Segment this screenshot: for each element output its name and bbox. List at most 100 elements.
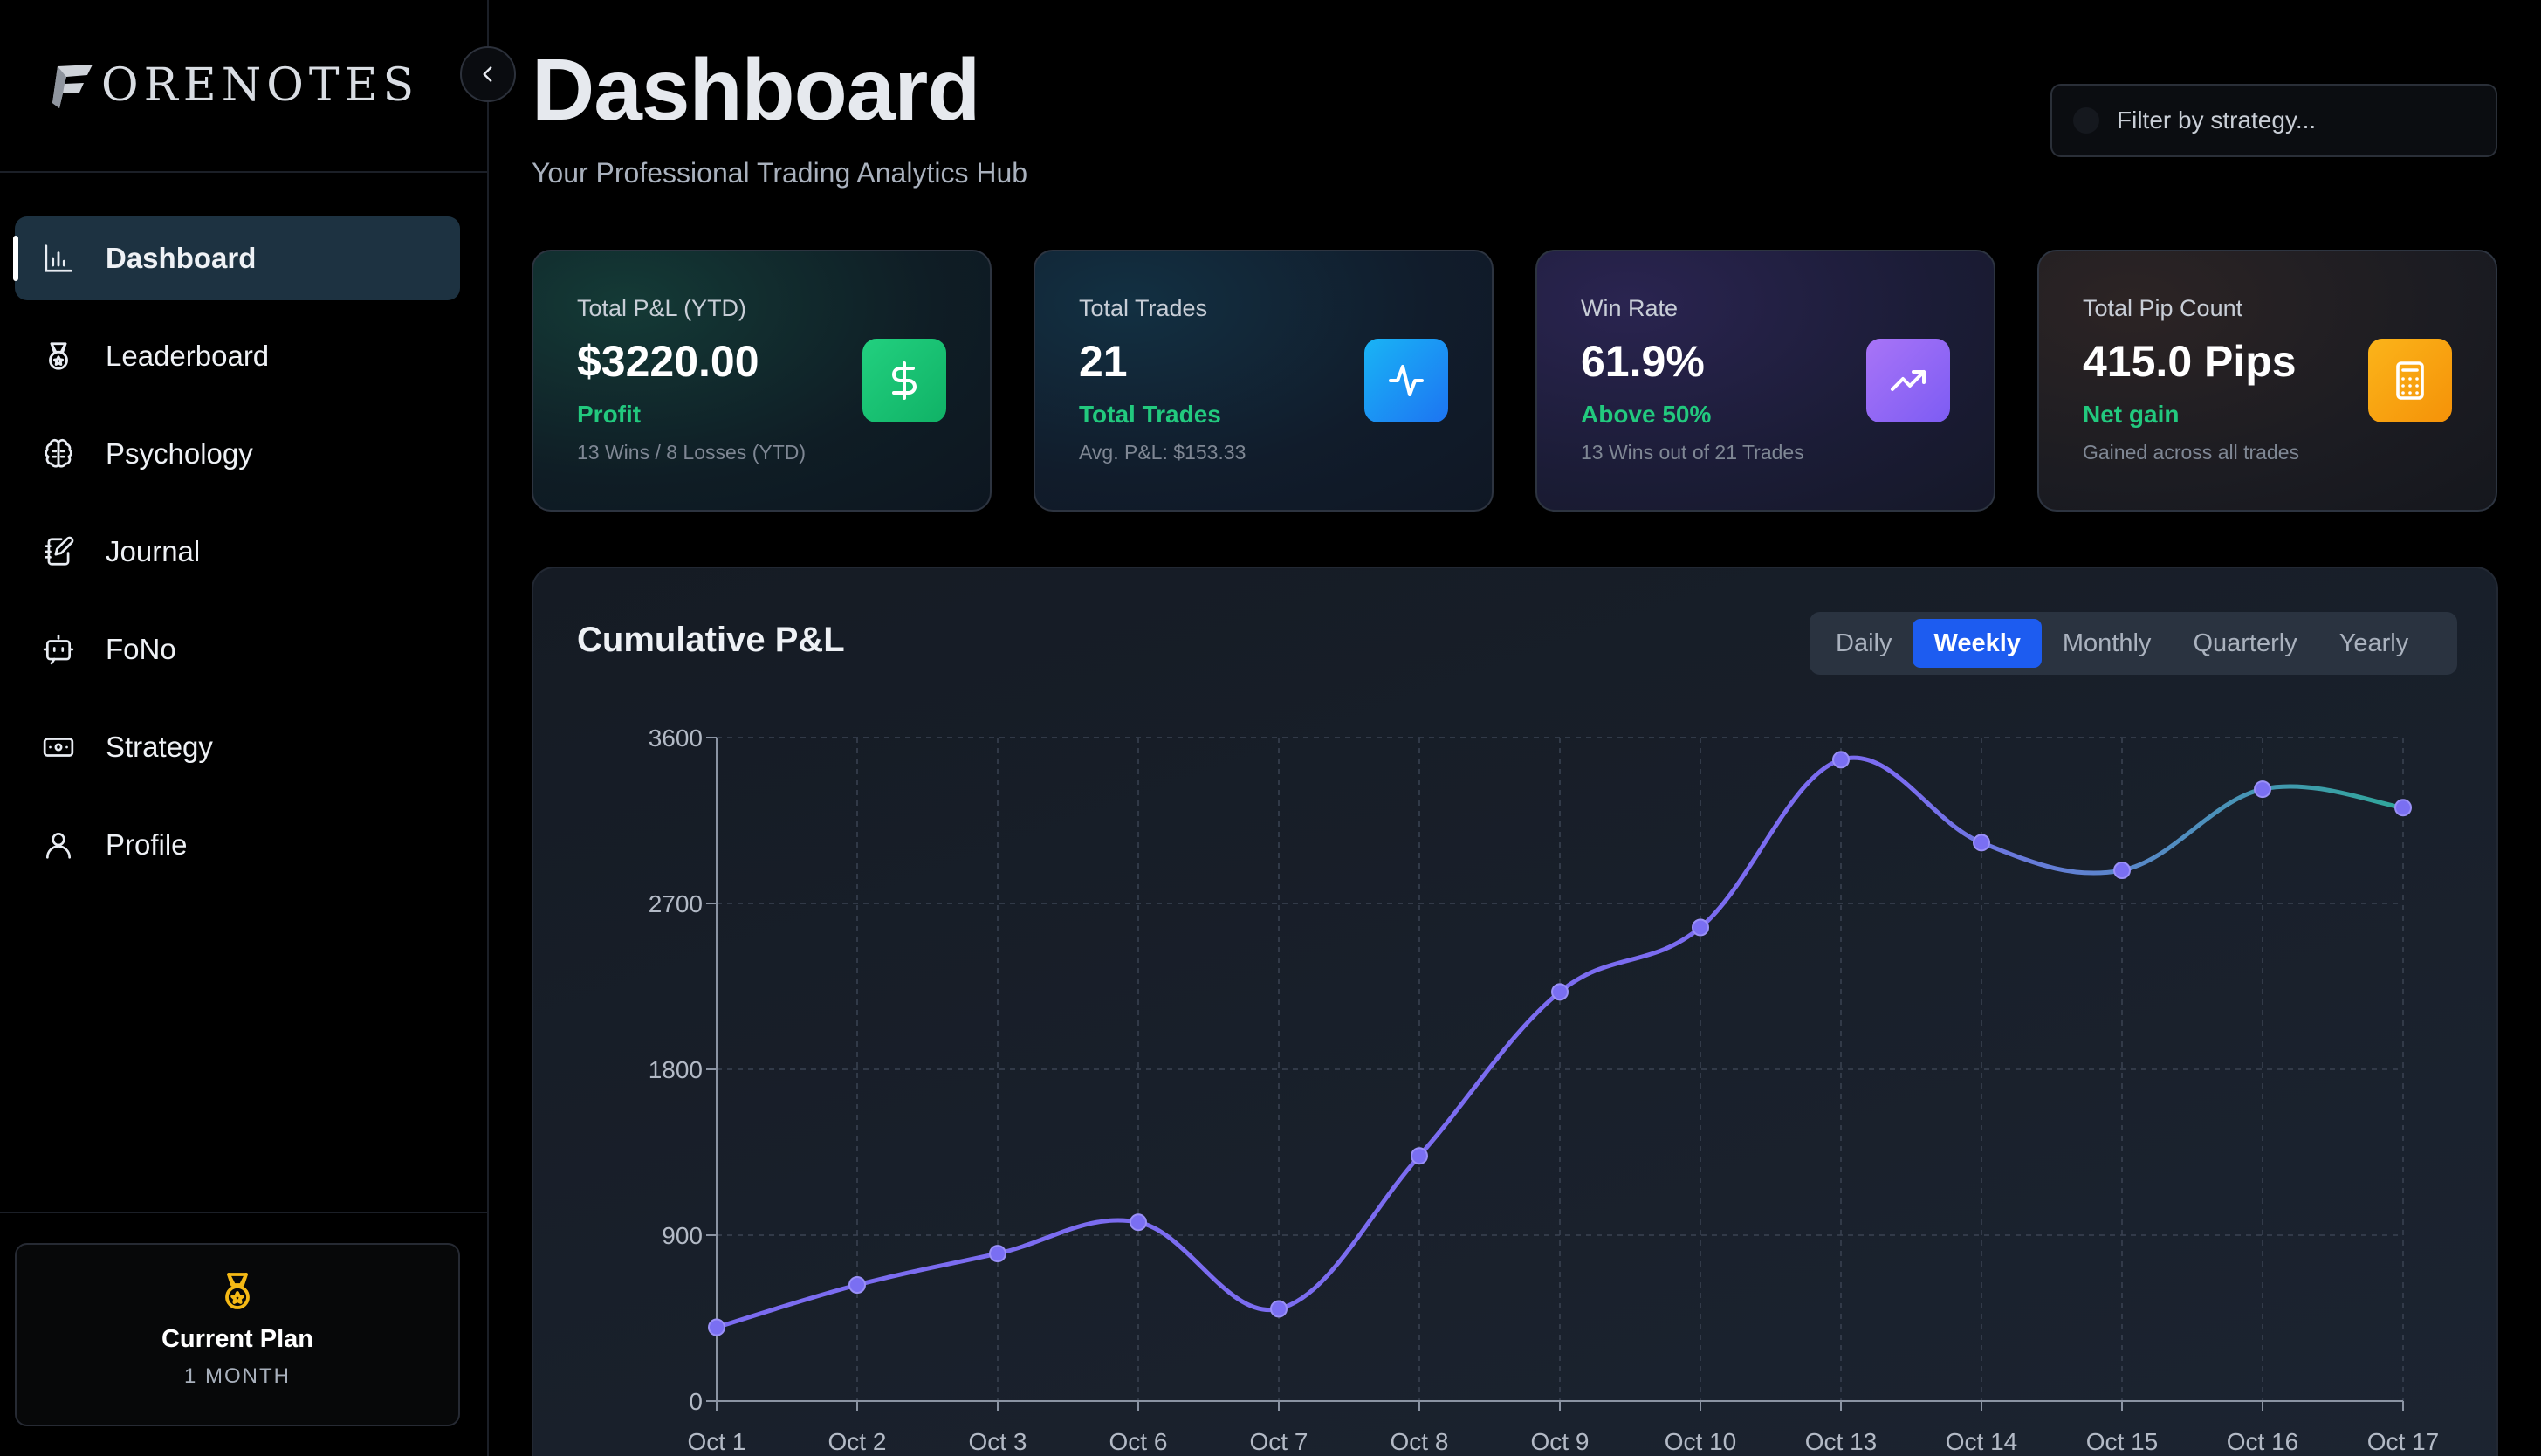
stat-label: Win Rate	[1581, 295, 1679, 321]
y-tick-label: 2700	[649, 890, 703, 917]
activity-icon	[1364, 339, 1448, 422]
sidebar-item-label: FoNo	[106, 633, 176, 665]
data-point	[1832, 751, 1850, 769]
data-point	[708, 1318, 725, 1336]
stat-card-win-rate: Win Rate 61.9% Above 50% 13 Wins out of …	[1535, 250, 1995, 512]
chevron-left-icon	[483, 66, 492, 82]
stat-label: Total Pip Count	[2083, 295, 2243, 321]
data-point	[848, 1276, 866, 1294]
y-tick-label: 1800	[649, 1056, 703, 1083]
sidebar-item-dashboard[interactable]: Dashboard	[13, 216, 460, 300]
x-tick-label: Oct 16	[2227, 1428, 2298, 1455]
bot-icon	[41, 632, 76, 667]
plan-duration: 1 MONTH	[184, 1364, 291, 1388]
medal-icon	[41, 339, 76, 374]
tab-yearly[interactable]: Yearly	[2338, 628, 2409, 657]
data-point	[2254, 780, 2271, 799]
logo-text: ORENOTES	[101, 59, 420, 112]
sidebar-item-label: Dashboard	[106, 242, 257, 274]
collapse-sidebar-button[interactable]	[460, 46, 516, 102]
stat-card-total-pnl: Total P&L (YTD) $3220.00 Profit 13 Wins …	[532, 250, 992, 512]
sidebar-item-psychology[interactable]: Psychology	[15, 412, 460, 496]
stat-foot: Gained across all trades	[2083, 441, 2300, 464]
page-title: Dashboard	[532, 41, 980, 139]
data-point	[1130, 1213, 1147, 1232]
data-point	[1411, 1147, 1428, 1165]
cumulative-pnl-chart: 0 900 1800 2700 3600 Oct 1 Oct 2 Oct 3 Oct 6 Oct …	[649, 725, 2440, 1455]
sidebar-item-strategy[interactable]: Strategy	[15, 705, 460, 789]
x-tick-label: Oct 3	[969, 1428, 1027, 1455]
stat-card-total-trades: Total Trades 21 Total Trades Avg. P&L: $…	[1034, 250, 1494, 512]
current-plan-card[interactable]: Current Plan 1 MONTH	[15, 1243, 460, 1426]
sidebar-item-profile[interactable]: Profile	[15, 803, 460, 887]
app-logo[interactable]: ORENOTES	[49, 54, 419, 117]
data-point	[2394, 799, 2412, 817]
chart-title: Cumulative P&L	[577, 621, 845, 659]
stat-label: Total P&L (YTD)	[577, 295, 747, 321]
sidebar: ORENOTES Dashboard Leaderboard Psycholog…	[0, 0, 489, 1456]
cumulative-pnl-panel: Cumulative P&L Daily Weekly Monthly Quar…	[532, 567, 2498, 1456]
y-tick-label: 0	[689, 1388, 703, 1415]
trending-up-icon	[1866, 339, 1950, 422]
tab-daily[interactable]: Daily	[1836, 628, 1892, 657]
stat-value: 415.0 Pips	[2083, 337, 2297, 386]
sidebar-item-label: Strategy	[106, 731, 213, 763]
x-tick-label: Oct 2	[828, 1428, 887, 1455]
y-tick-label: 3600	[649, 725, 703, 752]
data-point	[989, 1245, 1006, 1263]
filter-icon	[2073, 107, 2099, 134]
stat-value: 21	[1079, 337, 1128, 386]
brain-icon	[41, 436, 76, 471]
x-tick-label: Oct 17	[2367, 1428, 2439, 1455]
stat-foot: Avg. P&L: $153.33	[1079, 441, 1246, 464]
sidebar-divider	[0, 1212, 487, 1213]
sidebar-item-journal[interactable]: Journal	[15, 510, 460, 594]
stat-note: Net gain	[2083, 401, 2180, 428]
sidebar-divider	[0, 171, 487, 173]
stat-foot: 13 Wins / 8 Losses (YTD)	[577, 441, 807, 464]
journal-edit-icon	[41, 534, 76, 569]
user-icon	[41, 828, 76, 862]
x-tick-label: Oct 8	[1391, 1428, 1449, 1455]
y-tick-label: 900	[662, 1222, 703, 1249]
sidebar-nav: Dashboard Leaderboard Psychology Journal…	[13, 216, 460, 901]
stat-label: Total Trades	[1079, 295, 1208, 321]
sidebar-item-fono[interactable]: FoNo	[15, 608, 460, 691]
data-point	[1270, 1300, 1288, 1318]
sidebar-item-leaderboard[interactable]: Leaderboard	[15, 314, 460, 398]
medal-icon	[225, 1273, 250, 1309]
data-point	[1973, 834, 1990, 852]
sidebar-item-label: Journal	[106, 535, 201, 567]
sidebar-item-label: Psychology	[106, 437, 253, 470]
x-tick-label: Oct 9	[1531, 1428, 1590, 1455]
sidebar-item-label: Leaderboard	[106, 340, 270, 372]
strategy-filter[interactable]	[2050, 84, 2497, 157]
data-point	[2113, 862, 2131, 879]
stat-note: Profit	[577, 401, 642, 428]
data-point	[1551, 983, 1569, 1001]
x-tick-label: Oct 1	[688, 1428, 746, 1455]
tab-quarterly[interactable]: Quarterly	[2193, 628, 2297, 657]
calculator-icon	[2368, 339, 2452, 422]
stat-note: Total Trades	[1079, 401, 1221, 428]
stat-value: 61.9%	[1581, 337, 1705, 386]
page-subtitle: Your Professional Trading Analytics Hub	[532, 157, 1028, 189]
sidebar-item-label: Profile	[106, 828, 188, 861]
timeframe-tabs: Daily Weekly Monthly Quarterly Yearly	[1810, 612, 2457, 675]
bar-chart-icon	[41, 241, 76, 276]
x-tick-label: Oct 15	[2086, 1428, 2158, 1455]
stat-note: Above 50%	[1581, 401, 1712, 428]
stat-foot: 13 Wins out of 21 Trades	[1581, 441, 1804, 464]
x-tick-label: Oct 7	[1250, 1428, 1308, 1455]
stat-card-pip-count: Total Pip Count 415.0 Pips Net gain Gain…	[2037, 250, 2497, 512]
tab-weekly[interactable]: Weekly	[1913, 619, 2042, 668]
stat-value: $3220.00	[577, 337, 759, 386]
f-logo-icon	[52, 65, 93, 108]
x-tick-label: Oct 13	[1805, 1428, 1877, 1455]
strategy-filter-input[interactable]	[2117, 106, 2483, 134]
banknote-icon	[41, 730, 76, 765]
x-tick-label: Oct 10	[1665, 1428, 1736, 1455]
tab-monthly[interactable]: Monthly	[2062, 628, 2152, 657]
x-tick-label: Oct 6	[1109, 1428, 1168, 1455]
x-tick-label: Oct 14	[1946, 1428, 2017, 1455]
